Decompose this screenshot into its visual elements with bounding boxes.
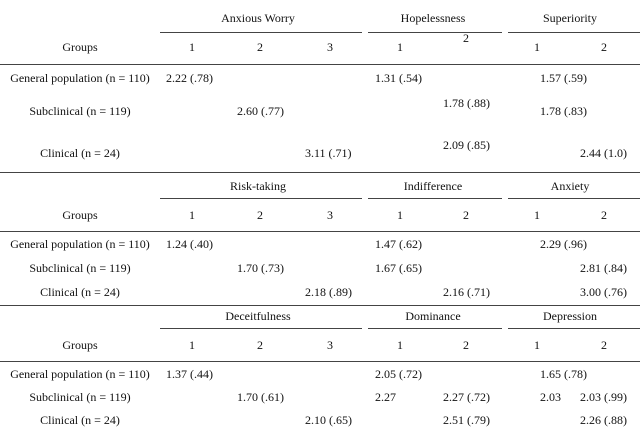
cell: 1.31 (.54): [375, 71, 422, 85]
row-label: Clinical (n = 24): [40, 285, 120, 299]
subset-label: 1: [397, 40, 403, 54]
cell: 2.81 (.84): [580, 261, 627, 275]
column-group-header: Hopelessness: [400, 11, 466, 25]
rule: [0, 64, 640, 65]
rule: [368, 32, 502, 33]
row-label: Subclinical (n = 119): [29, 104, 131, 118]
cell: 2.16 (.71): [443, 285, 490, 299]
subset-label: 3: [327, 40, 333, 54]
column-group-header: Depression: [543, 309, 597, 323]
rule: [0, 305, 640, 306]
column-group-header: Deceitfulness: [225, 309, 291, 323]
cell: 1.47 (.62): [375, 237, 422, 251]
groups-label: Groups: [62, 338, 98, 352]
subset-label: 3: [327, 208, 333, 222]
column-group-header: Indifference: [403, 179, 463, 193]
cell: 2.09 (.85): [443, 138, 490, 152]
rule: [368, 328, 502, 329]
subset-label: 1: [534, 208, 540, 222]
rule: [160, 328, 362, 329]
rule: [160, 32, 362, 33]
cell: 2.44 (1.0): [580, 146, 627, 160]
subset-label: 1: [189, 40, 195, 54]
cell: 1.37 (.44): [166, 367, 213, 381]
rule: [0, 231, 640, 232]
groups-label: Groups: [62, 208, 98, 222]
subset-label: 2: [463, 31, 469, 45]
cell: 1.70 (.61): [237, 390, 284, 404]
rule: [160, 198, 362, 199]
cell: 2.26 (.88): [580, 413, 627, 427]
subset-label: 1: [189, 208, 195, 222]
column-group-header: Dominance: [405, 309, 461, 323]
cell: 3.00 (.76): [580, 285, 627, 299]
column-group-header: Risk-taking: [230, 179, 286, 193]
rule: [508, 32, 640, 33]
cell: 1.78 (.88): [443, 96, 490, 110]
subset-label: 1: [397, 338, 403, 352]
groups-label: Groups: [62, 40, 98, 54]
cell: 1.24 (.40): [166, 237, 213, 251]
cell: 3.11 (.71): [305, 146, 352, 160]
subset-label: 2: [601, 40, 607, 54]
cell: 2.27: [375, 390, 396, 404]
rule: [0, 361, 640, 362]
row-label: Subclinical (n = 119): [29, 261, 131, 275]
cell: 2.60 (.77): [237, 104, 284, 118]
row-label: General population (n = 110): [10, 71, 150, 85]
cell: 2.10 (.65): [305, 413, 352, 427]
subset-label: 1: [397, 208, 403, 222]
row-label: Subclinical (n = 119): [29, 390, 131, 404]
column-group-header: Anxious Worry: [221, 11, 295, 25]
cell: 1.70 (.73): [237, 261, 284, 275]
subset-label: 2: [601, 338, 607, 352]
subset-label: 2: [257, 208, 263, 222]
cell: 1.57 (.59): [540, 71, 587, 85]
cell: 2.29 (.96): [540, 237, 587, 251]
row-label: Clinical (n = 24): [40, 146, 120, 160]
cell: 2.03 (.99): [580, 390, 627, 404]
subset-label: 1: [534, 338, 540, 352]
cell: 2.03: [540, 390, 561, 404]
cell: 1.78 (.83): [540, 104, 587, 118]
subset-label: 1: [534, 40, 540, 54]
subset-label: 2: [601, 208, 607, 222]
rule: [508, 328, 640, 329]
cell: 1.67 (.65): [375, 261, 422, 275]
rule: [368, 198, 502, 199]
rule: [0, 172, 640, 173]
cell: 2.05 (.72): [375, 367, 422, 381]
cell: 2.51 (.79): [443, 413, 490, 427]
subset-label: 2: [257, 40, 263, 54]
column-group-header: Anxiety: [550, 179, 590, 193]
row-label: General population (n = 110): [10, 367, 150, 381]
cell: 2.18 (.89): [305, 285, 352, 299]
column-group-header: Superiority: [543, 11, 597, 25]
subset-label: 2: [463, 338, 469, 352]
cell: 2.22 (.78): [166, 71, 213, 85]
subset-label: 1: [189, 338, 195, 352]
rule: [508, 198, 640, 199]
subset-label: 2: [463, 208, 469, 222]
cell: 2.27 (.72): [443, 390, 490, 404]
subset-label: 3: [327, 338, 333, 352]
cell: 1.65 (.78): [540, 367, 587, 381]
row-label: General population (n = 110): [10, 237, 150, 251]
subset-label: 2: [257, 338, 263, 352]
row-label: Clinical (n = 24): [40, 413, 120, 427]
